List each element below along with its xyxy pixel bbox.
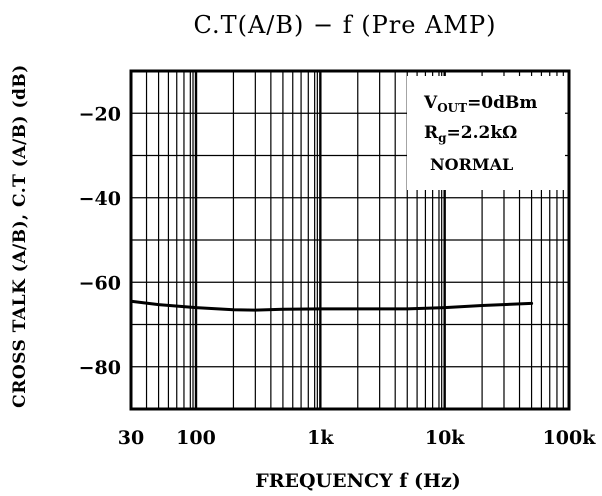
x-axis-label: FREQUENCY f (Hz)	[255, 470, 461, 492]
annotation-box: VOUT=0dBm Rg=2.2kΩ NORMAL	[407, 76, 565, 190]
y-tick-label: −20	[79, 103, 121, 125]
x-tick-label: 30	[118, 427, 144, 449]
rg-value: =2.2kΩ	[447, 123, 518, 143]
plot-area: 30 100 1k 10k 100k −20 −40 −60 −80	[79, 69, 597, 449]
grid	[131, 71, 569, 409]
x-tick-label: 10k	[425, 427, 465, 449]
series-line	[129, 299, 534, 312]
vout-sub: OUT	[437, 101, 467, 115]
x-tick-label: 1k	[307, 427, 334, 449]
y-tick-label: −40	[79, 188, 121, 210]
chart-title: C.T(A/B) − f (Pre AMP)	[193, 11, 496, 39]
x-tick-label: 100	[176, 427, 216, 449]
y-axis-label: CROSS TALK (A/B), C.T (A/B) (dB)	[10, 64, 30, 408]
rg-sub: g	[438, 131, 447, 145]
series-layer	[129, 299, 534, 312]
rg-main: R	[424, 123, 439, 143]
plot-frame	[129, 69, 571, 411]
y-tick-label: −80	[79, 357, 121, 379]
annotation-background	[407, 76, 565, 190]
annotation-rg: Rg=2.2kΩ	[424, 123, 517, 145]
x-tick-label: 100k	[543, 427, 597, 449]
annotation-vout: VOUT=0dBm	[423, 93, 537, 115]
vout-value: =0dBm	[467, 93, 537, 113]
vout-main: V	[423, 93, 438, 113]
y-tick-label: −60	[79, 272, 121, 294]
tick-labels: 30 100 1k 10k 100k −20 −40 −60 −80	[79, 103, 597, 449]
annotation-mode: NORMAL	[430, 155, 513, 174]
